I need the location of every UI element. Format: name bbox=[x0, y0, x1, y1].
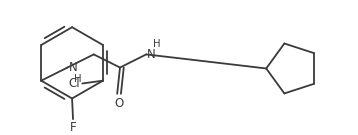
Text: H: H bbox=[153, 39, 160, 49]
Text: O: O bbox=[115, 97, 124, 110]
Text: N: N bbox=[147, 48, 156, 61]
Text: F: F bbox=[70, 121, 76, 134]
Text: H: H bbox=[74, 74, 82, 84]
Text: Cl: Cl bbox=[69, 77, 81, 90]
Text: N: N bbox=[68, 61, 77, 74]
